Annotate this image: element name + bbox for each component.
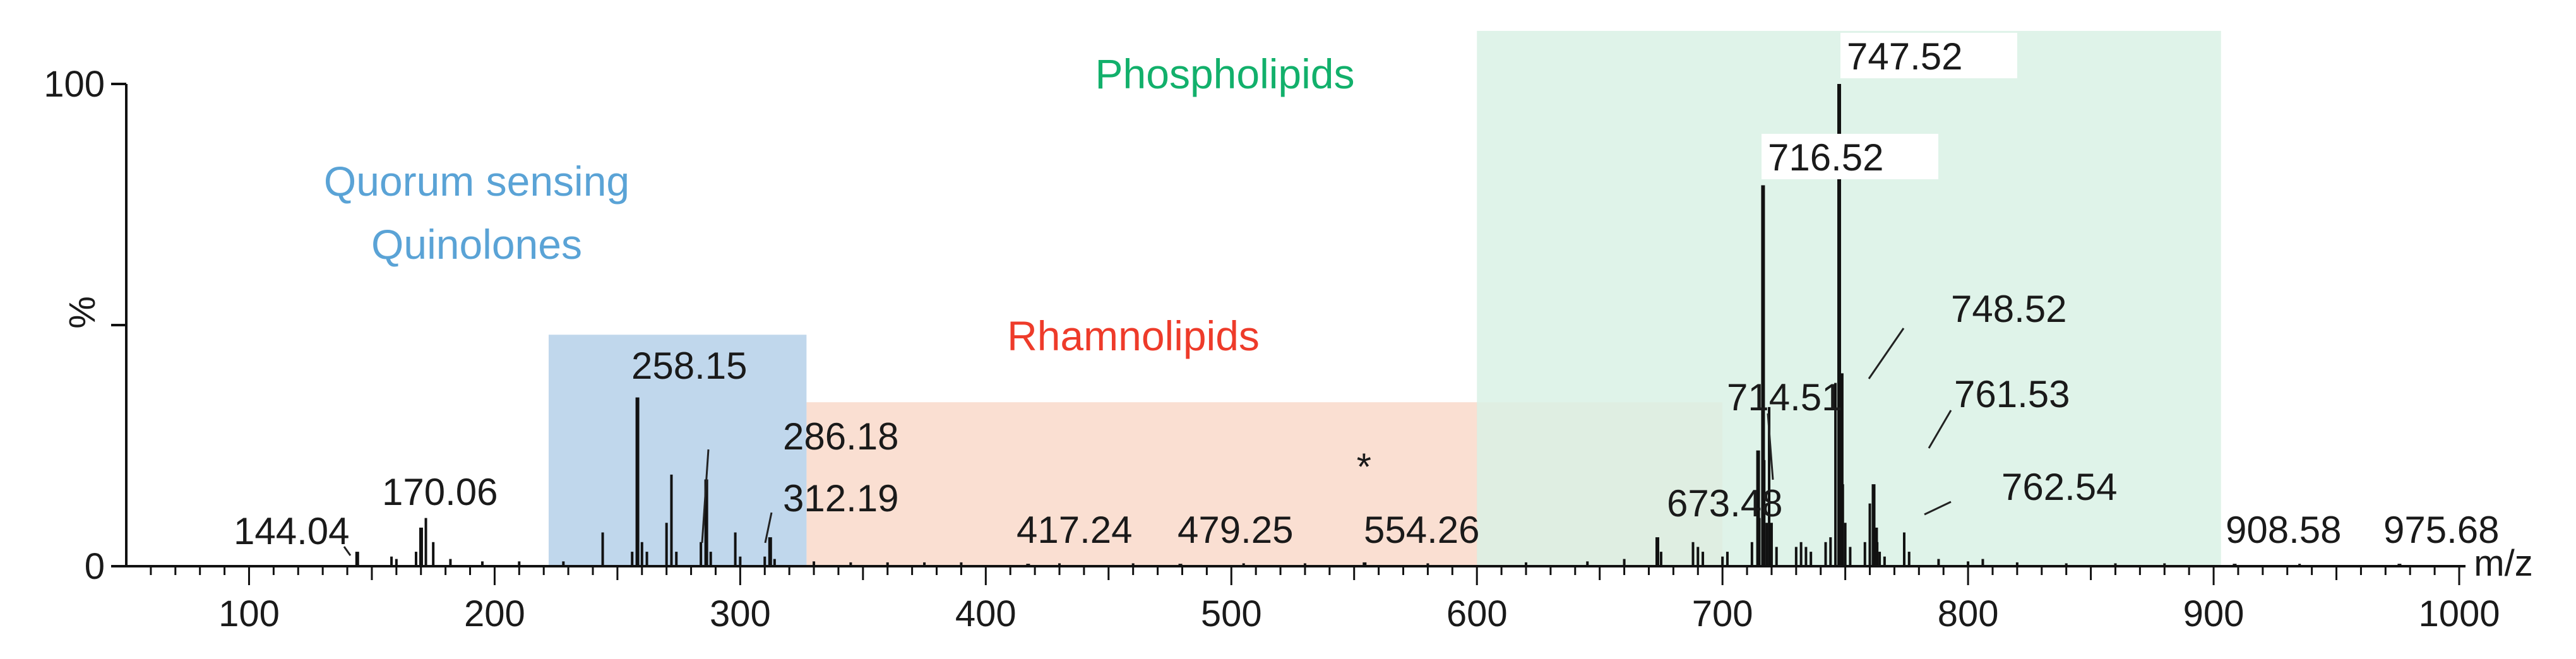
peak-label: 286.18 <box>783 415 899 458</box>
x-axis-title: m/z <box>2474 543 2532 584</box>
peak-label: 554.26 <box>1364 509 1480 551</box>
region-label: Phospholipids <box>1095 50 1355 97</box>
region-quorum-sensing-quinolones <box>548 335 807 566</box>
region-label: Rhamnolipids <box>1007 312 1260 359</box>
peak-label: 761.53 <box>1954 373 2070 415</box>
peak-label: 170.06 <box>382 471 498 513</box>
peak-label-leader <box>764 512 773 543</box>
x-tick-label: 1000 <box>2418 593 2500 634</box>
peak-label: 479.25 <box>1178 509 1294 551</box>
peak-label-backdrop <box>1762 134 1938 179</box>
region-label: Quinolones <box>371 221 582 268</box>
y-axis-title: % <box>62 296 103 329</box>
peak-label: 716.52 <box>1768 136 1884 179</box>
peak-label-backdrop <box>1840 33 2017 78</box>
peak-label: 673.48 <box>1667 482 1783 525</box>
asterisk-annotation: * <box>1357 446 1371 488</box>
peak-label-leader <box>1928 410 1952 449</box>
peak-label-leader <box>343 546 352 556</box>
peak-label: 748.52 <box>1951 288 2067 330</box>
peak-label: 258.15 <box>631 345 748 387</box>
peak-label-leader <box>1767 413 1774 480</box>
axis-layer: 0 100% 100 200 300 400 500 600 700 800 900 1000 m/z <box>44 64 2533 634</box>
x-tick-label: 600 <box>1446 593 1508 634</box>
peak-label-leader <box>701 449 710 543</box>
x-tick-label: 400 <box>955 593 1017 634</box>
x-tick-label: 100 <box>218 593 280 634</box>
peaks-layer <box>355 84 2402 566</box>
peak-label: 762.54 <box>2001 466 2118 508</box>
region-label: Quorum sensing <box>324 158 629 205</box>
peak-label-leader <box>1924 501 1952 516</box>
y-tick-label: 0 <box>85 546 105 587</box>
y-tick-label: 100 <box>44 64 105 105</box>
peak-label: 312.19 <box>783 477 899 519</box>
peak-label: 747.52 <box>1847 35 1963 78</box>
peak-label: 908.58 <box>2226 509 2342 551</box>
x-tick-label: 700 <box>1692 593 1753 634</box>
x-tick-label: 900 <box>2183 593 2245 634</box>
peak-label: 975.68 <box>2383 509 2500 551</box>
peak-label: 144.04 <box>234 510 350 552</box>
region-phospholipids <box>1477 30 2221 566</box>
x-tick-label: 300 <box>710 593 771 634</box>
peak-label: 714.51 <box>1727 376 1843 419</box>
x-tick-label: 500 <box>1201 593 1262 634</box>
peak-label: 417.24 <box>1017 509 1133 551</box>
x-tick-label: 800 <box>1938 593 1999 634</box>
peak-label-leader <box>1868 328 1905 379</box>
labels-layer: Quorum sensing Quinolones Rhamnolipids Phos… <box>234 33 2500 556</box>
regions-layer <box>548 30 2221 566</box>
x-tick-label: 200 <box>464 593 525 634</box>
